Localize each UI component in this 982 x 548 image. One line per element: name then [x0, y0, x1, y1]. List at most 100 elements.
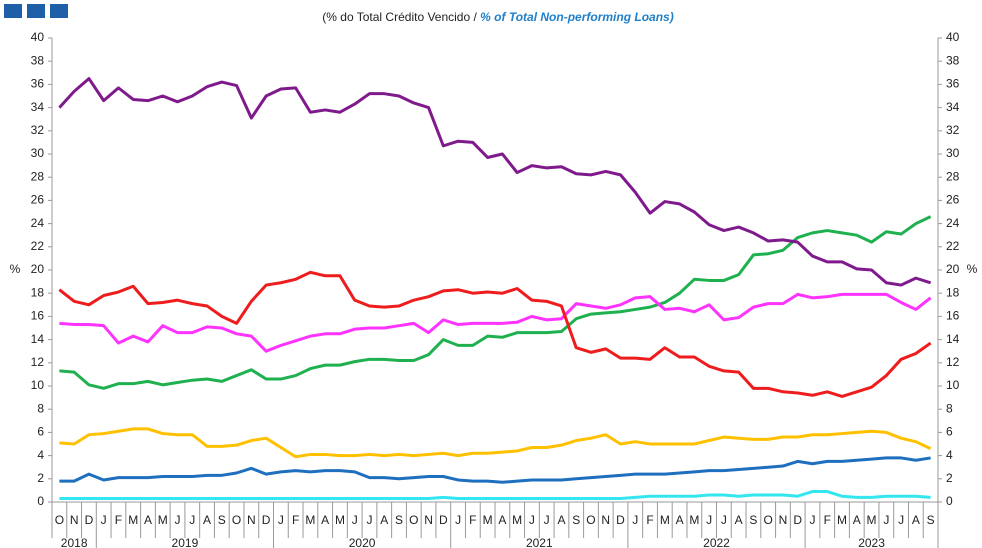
x-tick-label: J [632, 513, 638, 527]
y-tick-label: 36 [31, 77, 45, 91]
x-tick-label: M [512, 513, 522, 527]
y-tick-label: 38 [31, 53, 45, 67]
y-tick-label: 24 [31, 216, 45, 230]
x-tick-label: A [557, 513, 565, 527]
year-label: 2021 [526, 536, 553, 548]
y-tick-label: 8 [37, 401, 44, 415]
x-tick-label: A [735, 513, 743, 527]
chart-title: (% do Total Crédito Vencido / % of Total… [322, 10, 673, 24]
x-tick-label: M [305, 513, 315, 527]
title-en: % of Total Non-performing Loans) [480, 10, 674, 24]
y2-tick-label: 0 [946, 494, 953, 508]
x-tick-label: J [366, 513, 372, 527]
x-tick-label: M [335, 513, 345, 527]
x-tick-label: A [203, 513, 211, 527]
x-tick-label: J [352, 513, 358, 527]
y2-tick-label: 28 [946, 169, 960, 183]
x-tick-label: M [128, 513, 138, 527]
x-tick-label: J [721, 513, 727, 527]
y2-tick-label: 8 [946, 401, 953, 415]
x-tick-label: J [278, 513, 284, 527]
x-tick-label: S [927, 513, 935, 527]
x-tick-label: D [793, 513, 802, 527]
y-tick-label: 32 [31, 123, 45, 137]
x-tick-label: N [424, 513, 433, 527]
y2-tick-label: 38 [946, 53, 960, 67]
x-tick-label: F [292, 513, 299, 527]
x-tick-label: J [529, 513, 535, 527]
y2-tick-label: 20 [946, 262, 960, 276]
y2-tick-label: 32 [946, 123, 960, 137]
y-tick-label: 28 [31, 169, 45, 183]
x-tick-label: A [144, 513, 152, 527]
y2-tick-label: 18 [946, 285, 960, 299]
y-tick-label: 20 [31, 262, 45, 276]
x-tick-label: A [321, 513, 329, 527]
x-tick-label: O [586, 513, 595, 527]
series-line [59, 215, 932, 390]
x-tick-label: S [572, 513, 580, 527]
y2-tick-label: 40 [946, 30, 960, 44]
x-tick-label: O [55, 513, 64, 527]
series-line [58, 270, 932, 398]
x-tick-label: J [883, 513, 889, 527]
y-tick-label: 40 [31, 30, 45, 44]
x-tick-label: J [101, 513, 107, 527]
logo-square [50, 4, 68, 18]
x-tick-label: F [646, 513, 653, 527]
x-tick-label: N [779, 513, 788, 527]
x-tick-label: M [660, 513, 670, 527]
y2-tick-label: 34 [946, 100, 960, 114]
x-tick-label: J [189, 513, 195, 527]
x-tick-label: J [706, 513, 712, 527]
x-tick-label: S [395, 513, 403, 527]
x-tick-label: D [616, 513, 625, 527]
y2-tick-label: 2 [946, 471, 953, 485]
y-tick-label: 12 [31, 355, 45, 369]
y-tick-label: 10 [31, 378, 45, 392]
year-label: 2018 [61, 536, 88, 548]
logo-square [27, 4, 45, 18]
x-tick-label: A [498, 513, 506, 527]
y2-tick-label: 22 [946, 239, 960, 253]
y2-tick-label: 16 [946, 309, 960, 323]
x-tick-label: M [483, 513, 493, 527]
x-tick-label: D [439, 513, 448, 527]
x-tick-label: S [749, 513, 757, 527]
x-tick-label: A [380, 513, 388, 527]
y2-tick-label: 6 [946, 425, 953, 439]
series-line [59, 292, 932, 353]
year-label: 2023 [858, 536, 885, 548]
x-tick-label: F [824, 513, 831, 527]
x-tick-label: J [898, 513, 904, 527]
series-line [58, 77, 932, 287]
x-tick-label: O [232, 513, 241, 527]
series-line [59, 456, 931, 484]
x-tick-label: A [912, 513, 920, 527]
x-tick-label: N [70, 513, 79, 527]
x-tick-label: F [115, 513, 122, 527]
x-tick-label: M [867, 513, 877, 527]
y2-axis-label: % [967, 262, 978, 276]
year-label: 2020 [349, 536, 376, 548]
x-tick-label: M [837, 513, 847, 527]
x-tick-label: J [809, 513, 815, 527]
y-tick-label: 16 [31, 309, 45, 323]
y2-tick-label: 24 [946, 216, 960, 230]
x-tick-label: A [853, 513, 861, 527]
x-tick-label: M [158, 513, 168, 527]
y-tick-label: 34 [31, 100, 45, 114]
y-tick-label: 2 [37, 471, 44, 485]
series-line [59, 427, 932, 459]
y2-tick-label: 10 [946, 378, 960, 392]
x-tick-label: O [764, 513, 773, 527]
y-tick-label: 0 [37, 494, 44, 508]
y-axis-label: % [10, 262, 21, 276]
y2-tick-label: 26 [946, 193, 960, 207]
y-tick-label: 22 [31, 239, 45, 253]
x-tick-label: J [455, 513, 461, 527]
x-tick-label: N [601, 513, 610, 527]
x-tick-label: S [218, 513, 226, 527]
y-tick-label: 6 [37, 425, 44, 439]
